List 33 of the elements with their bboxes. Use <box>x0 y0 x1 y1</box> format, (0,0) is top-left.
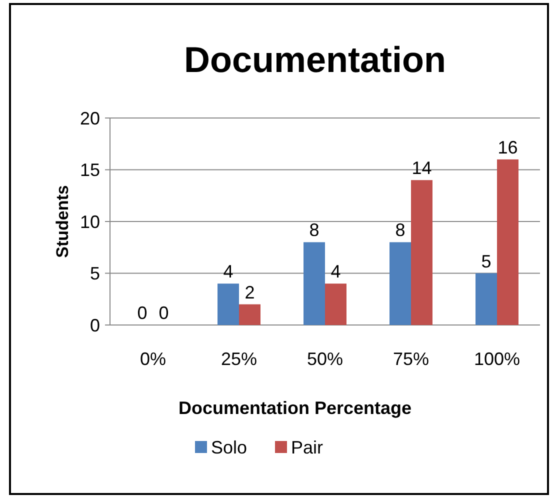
bar <box>218 284 239 325</box>
bar <box>497 159 518 325</box>
data-label: 0 <box>137 303 148 323</box>
y-tick-label: 10 <box>80 212 100 232</box>
data-label: 4 <box>223 262 234 282</box>
bar <box>325 284 346 325</box>
x-tick-label: 0% <box>140 349 166 369</box>
y-axis-title: Students <box>53 185 72 258</box>
data-label: 5 <box>481 251 492 272</box>
bar <box>239 304 260 325</box>
data-label: 8 <box>395 220 406 240</box>
data-label: 14 <box>412 158 432 178</box>
data-label: 8 <box>309 220 320 240</box>
y-tick-label: 20 <box>80 108 100 128</box>
x-tick-label: 50% <box>306 349 344 369</box>
data-label: 0 <box>158 303 169 323</box>
bar <box>411 180 432 325</box>
y-tick-label: 15 <box>80 160 100 180</box>
chart-title: Documentation <box>184 39 446 80</box>
bar <box>390 242 411 325</box>
data-label: 16 <box>498 137 518 158</box>
data-label: 4 <box>330 262 341 282</box>
y-tick-label: 0 <box>90 315 100 336</box>
x-axis-title: Documentation Percentage <box>178 398 412 418</box>
bar <box>304 242 325 325</box>
x-tick-label: 75% <box>392 349 430 369</box>
legend-label: Pair <box>291 437 324 458</box>
x-tick-label: 25% <box>220 349 258 369</box>
x-tick-label: 100% <box>474 349 520 369</box>
bar <box>476 273 497 325</box>
data-label: 2 <box>244 282 255 302</box>
y-tick-label: 5 <box>90 264 100 284</box>
legend-label: Solo <box>211 437 248 458</box>
